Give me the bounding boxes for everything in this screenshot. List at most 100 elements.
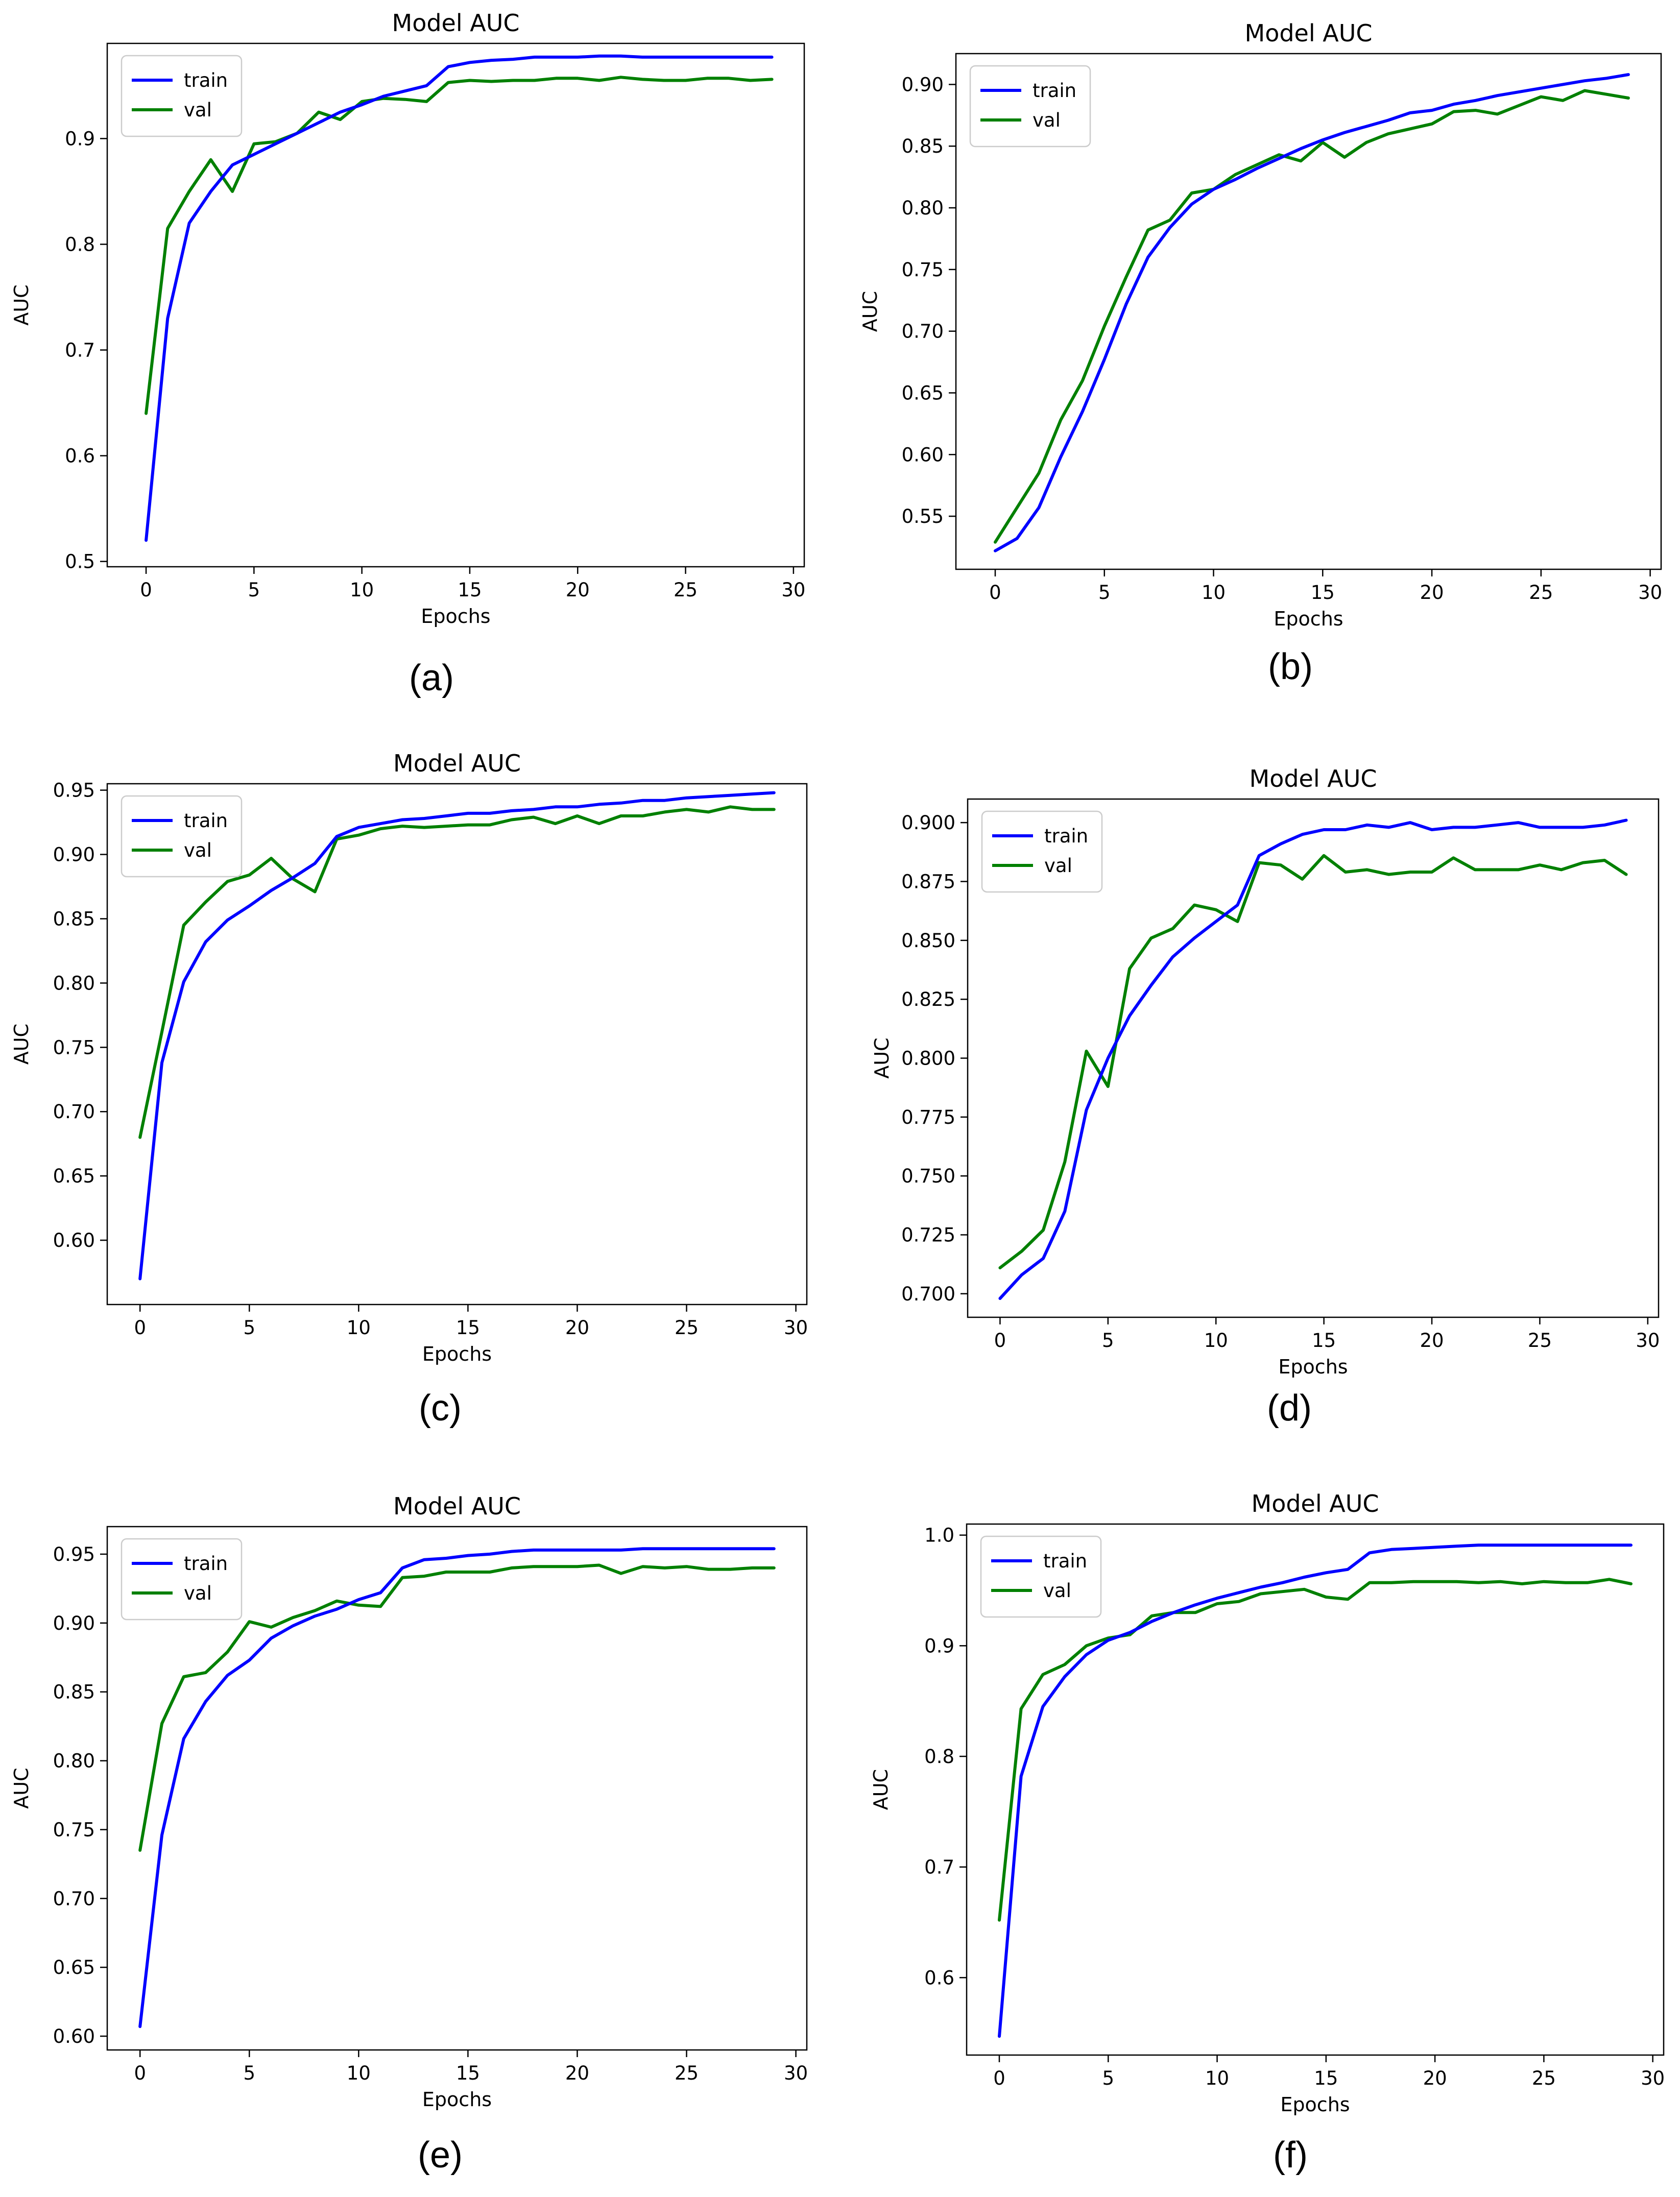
legend-box: [121, 55, 243, 137]
x-tick-label: 25: [674, 579, 698, 601]
x-tick-label: 25: [1529, 582, 1553, 603]
legend-label-train: train: [184, 810, 228, 832]
x-axis-label: Epochs: [1274, 608, 1343, 630]
y-tick-label: 0.80: [53, 972, 95, 994]
legend-box: [121, 795, 243, 878]
y-axis-label: AUC: [10, 1024, 33, 1065]
x-tick-label: 5: [248, 579, 260, 601]
series-line-train: [998, 1543, 1633, 2038]
y-tick-label: 0.70: [53, 1888, 95, 1910]
y-axis-label: AUC: [870, 1769, 892, 1810]
legend-label-val: val: [184, 99, 212, 121]
x-tick-label: 5: [1098, 582, 1111, 603]
x-tick-label: 25: [675, 2062, 699, 2084]
y-tick-label: 0.65: [902, 382, 944, 404]
y-tick-label: 0.90: [53, 1612, 95, 1634]
x-tick-label: 30: [784, 1317, 808, 1339]
y-tick-label: 0.7: [924, 1856, 954, 1878]
plot-frame: [106, 42, 805, 568]
x-tick-label: 0: [994, 1330, 1006, 1351]
chart-panel-d: Model AUC 0 5 10 15 20 25 30 0.700 0.725 0.750 0.77…: [871, 765, 1660, 1429]
y-tick-label: 0.700: [901, 1283, 955, 1305]
x-tick-label: 10: [347, 2062, 371, 2084]
x-tick-label: 10: [1205, 2067, 1229, 2089]
chart-title: Model AUC: [1252, 1490, 1379, 1517]
x-axis-label: Epochs: [422, 2088, 492, 2111]
chart-title: Model AUC: [1250, 765, 1377, 792]
x-tick-label: 5: [1102, 1330, 1114, 1351]
x-tick-label: 25: [1532, 2067, 1556, 2089]
y-axis-label: AUC: [871, 1037, 893, 1078]
y-tick-label: 0.80: [53, 1750, 95, 1772]
y-tick-label: 0.55: [902, 505, 944, 527]
series-line-val: [998, 854, 1628, 1270]
x-tick-label: 15: [456, 2062, 480, 2084]
x-tick-label: 0: [134, 2062, 146, 2084]
x-tick-label: 15: [1312, 1330, 1336, 1351]
y-axis-label: AUC: [859, 291, 881, 332]
legend-label-val: val: [184, 839, 212, 861]
legend-label-train: train: [184, 69, 228, 91]
x-tick-label: 10: [350, 579, 374, 601]
x-tick-label: 5: [244, 1317, 256, 1339]
x-tick-label: 0: [140, 579, 152, 601]
y-tick-label: 0.65: [53, 1165, 95, 1187]
x-tick-label: 10: [1202, 582, 1226, 603]
y-tick-label: 0.85: [53, 1681, 95, 1703]
y-tick-label: 0.850: [901, 930, 955, 952]
y-tick-label: 0.60: [53, 1229, 95, 1251]
legend-label-train: train: [1043, 1550, 1087, 1572]
x-tick-label: 30: [781, 579, 805, 601]
x-tick-label: 30: [1638, 582, 1662, 603]
x-tick-label: 10: [1204, 1330, 1228, 1351]
x-tick-label: 20: [566, 579, 590, 601]
x-tick-label: 20: [565, 2062, 589, 2084]
y-tick-label: 0.6: [924, 1967, 954, 1989]
y-tick-label: 0.825: [901, 988, 955, 1010]
y-tick-label: 0.60: [902, 444, 944, 466]
x-tick-label: 20: [565, 1317, 589, 1339]
x-tick-label: 30: [784, 2062, 808, 2084]
series-line-train: [998, 818, 1628, 1300]
y-tick-label: 0.75: [53, 1036, 95, 1058]
series-line-train: [994, 73, 1630, 552]
legend-label-val: val: [1043, 1580, 1071, 1602]
x-tick-label: 0: [989, 582, 1001, 603]
chart-panel-e: Model AUC 0 5 10 15 20 25 30 0.60 0.65 0.70 0.75 0.8…: [10, 1492, 808, 2176]
x-tick-label: 30: [1641, 2067, 1665, 2089]
legend-label-val: val: [184, 1582, 212, 1604]
series-line-val: [145, 76, 774, 415]
legend-label-train: train: [1033, 80, 1076, 102]
y-tick-label: 0.7: [65, 340, 95, 361]
panel-caption: (b): [1268, 646, 1313, 687]
x-tick-label: 0: [993, 2067, 1005, 2089]
series-line-train: [138, 791, 776, 1281]
chart-title: Model AUC: [393, 750, 521, 777]
chart-panel-c: Model AUC 0 5 10 15 20 25 30 0.60 0.65 0.70 0.75 0.8…: [10, 750, 808, 1429]
x-tick-label: 20: [1420, 582, 1444, 603]
panel-caption: (f): [1273, 2135, 1308, 2176]
y-tick-label: 0.9: [65, 128, 95, 150]
y-tick-label: 0.85: [902, 135, 944, 157]
legend-label-val: val: [1033, 109, 1061, 131]
y-tick-label: 1.0: [924, 1525, 954, 1547]
y-tick-label: 0.70: [902, 321, 944, 343]
legend-box: [980, 1535, 1102, 1618]
x-tick-label: 25: [1528, 1330, 1552, 1351]
series-line-val: [998, 1578, 1633, 1922]
y-tick-label: 0.725: [901, 1224, 955, 1246]
y-tick-label: 0.9: [924, 1635, 954, 1657]
panel-caption: (a): [409, 658, 454, 698]
y-axis-label: AUC: [10, 284, 33, 325]
chart-panel-b: Model AUC 0 5 10 15 20 25 30 0.55 0.60 0.65 0.70 0.7…: [859, 19, 1662, 687]
y-tick-label: 0.60: [53, 2025, 95, 2047]
legend-label-train: train: [184, 1553, 228, 1575]
y-axis-label: AUC: [10, 1768, 33, 1808]
legend-label-train: train: [1044, 825, 1088, 847]
y-tick-label: 0.65: [53, 1957, 95, 1978]
y-tick-label: 0.90: [902, 74, 944, 95]
y-tick-label: 0.5: [65, 551, 95, 573]
y-tick-label: 0.800: [901, 1048, 955, 1070]
y-tick-label: 0.8: [924, 1746, 954, 1768]
